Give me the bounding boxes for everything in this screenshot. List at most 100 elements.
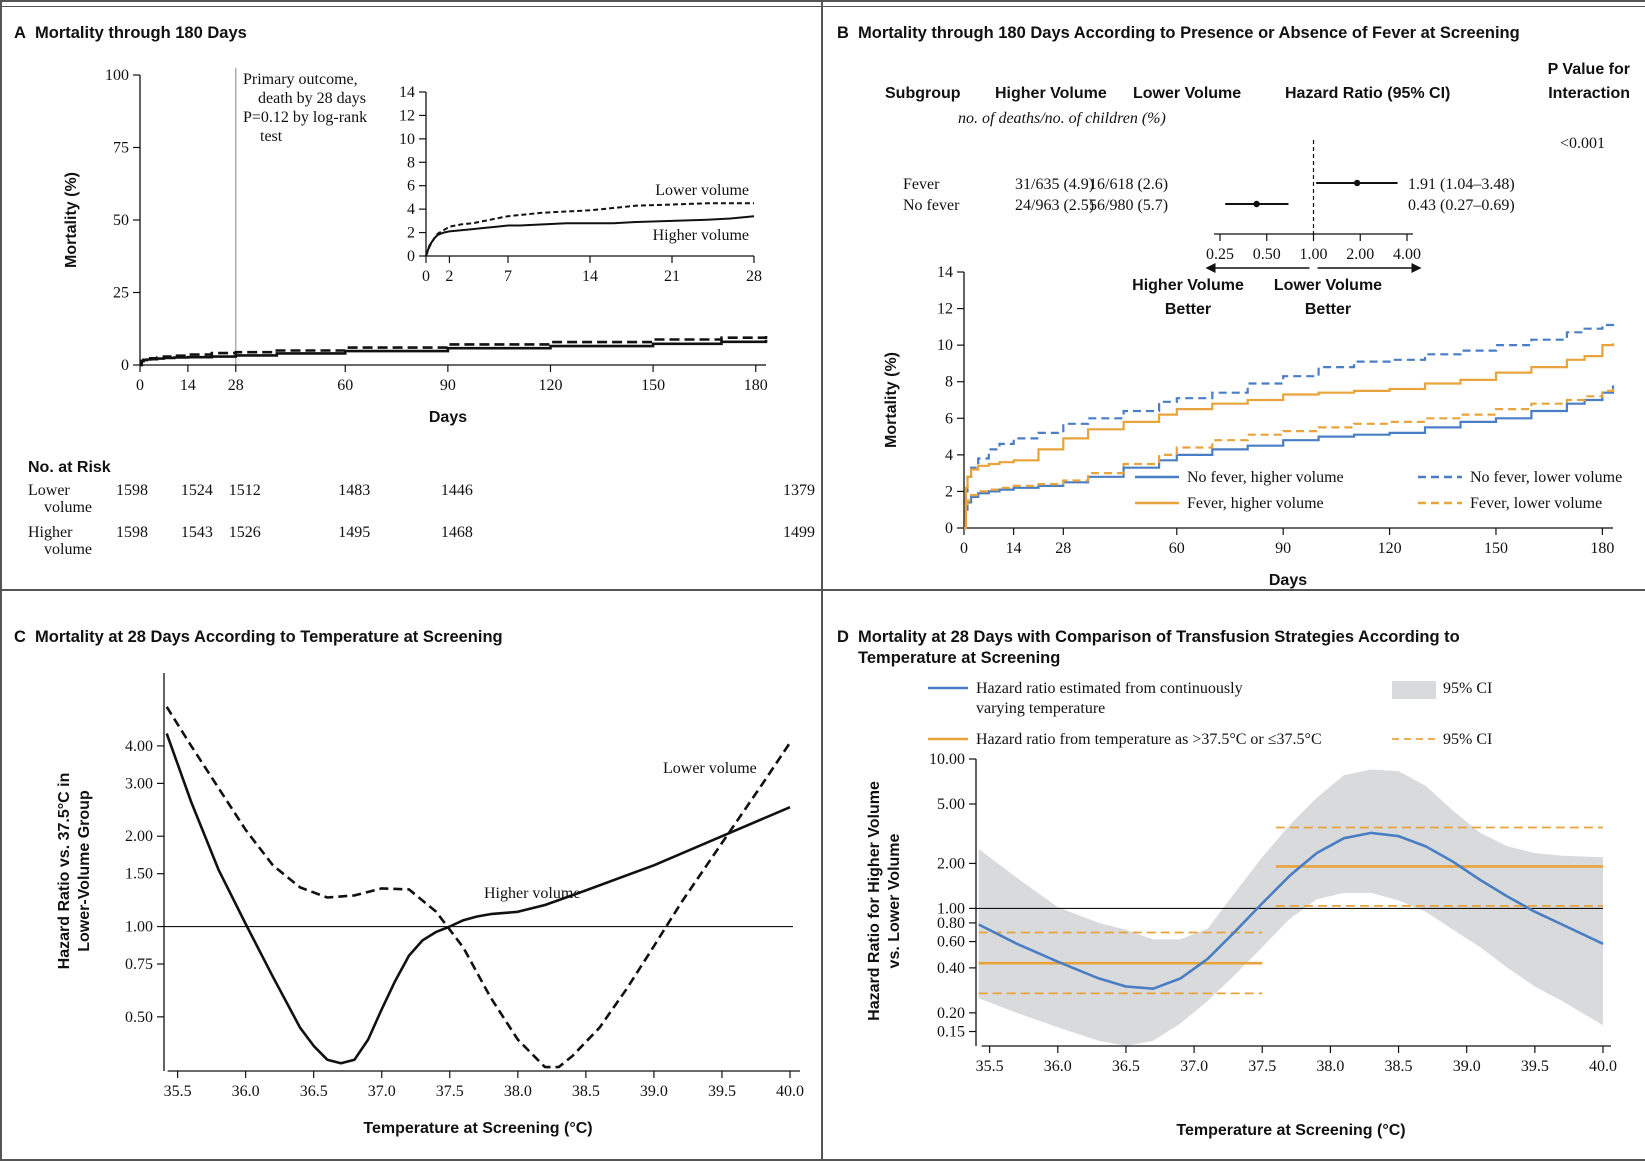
b-forest-higher-0: 31/635 (4.9) — [1015, 176, 1094, 193]
b-left-better-1: Higher Volume — [1132, 277, 1244, 294]
b-hdr-subgroup: Subgroup — [885, 85, 961, 102]
b-forest-x-tick-label-1: 0.50 — [1253, 246, 1281, 263]
b-series-line-3 — [964, 389, 1615, 530]
panel-b-title: Mortality through 180 Days According to … — [858, 24, 1520, 42]
d-y-label-1: vs. Lower Volume — [886, 833, 903, 968]
a-inset-y-tick-label-0: 0 — [407, 248, 415, 265]
b-left-better-2: Better — [1165, 301, 1211, 318]
a-y-tick-label-4: 100 — [105, 67, 129, 84]
c-x-tick-label-4: 37.5 — [436, 1083, 464, 1100]
a-at-risk-value-1-3: 1495 — [338, 524, 370, 541]
a-x-tick-label-0: 0 — [136, 377, 144, 394]
d-y-tick-label-2: 0.40 — [937, 960, 965, 977]
a-at-risk-row-label-1-1: volume — [44, 541, 92, 558]
b-hdr-sub: no. of deaths/no. of children (%) — [958, 110, 1166, 127]
b-forest-hr-text-0: 1.91 (1.04–3.48) — [1408, 176, 1515, 193]
c-series-label-lower: Lower volume — [663, 760, 757, 777]
a-at-risk-row-label-0-0: Lower — [28, 482, 70, 499]
b-p-interaction: <0.001 — [1560, 135, 1605, 152]
a-at-risk-title: No. at Risk — [28, 459, 111, 476]
c-y-tick-label-2: 1.00 — [125, 919, 153, 936]
panel-d-title-line1: Mortality at 28 Days with Comparison of … — [858, 628, 1460, 646]
b-y-tick-label-6: 12 — [937, 301, 953, 318]
c-x-label: Temperature at Screening (°C) — [363, 1120, 592, 1137]
a-inset-x-tick-label-5: 28 — [746, 268, 762, 285]
panel-a-chart: A Mortality through 180 Days 02550751000… — [14, 24, 815, 558]
b-x-tick-label-5: 120 — [1378, 540, 1402, 557]
d-y-tick-label-3: 0.60 — [937, 934, 965, 951]
d-series-line-0 — [978, 831, 1604, 990]
c-y-label-1: Lower-Volume Group — [76, 790, 93, 952]
c-y-label-0: Hazard Ratio vs. 37.5°C in — [56, 773, 73, 970]
b-y-tick-label-4: 8 — [945, 374, 953, 391]
b-forest-x-tick-label-4: 4.00 — [1393, 246, 1421, 263]
b-y-tick-label-3: 6 — [945, 410, 953, 427]
a-annotation-0: Primary outcome, — [243, 71, 358, 88]
b-right-better-1: Lower Volume — [1274, 277, 1382, 294]
b-legend-label-2: Fever, higher volume — [1187, 495, 1324, 512]
panel-a-letter: A — [14, 24, 26, 42]
b-x-tick-label-4: 90 — [1275, 540, 1291, 557]
d-legend-swatch-1 — [1392, 681, 1436, 699]
a-inset-x-tick-label-2: 7 — [504, 268, 512, 285]
b-forest-lower-1: 56/980 (5.7) — [1089, 197, 1168, 214]
a-y-tick-label-2: 50 — [113, 212, 129, 229]
a-at-risk-value-0-3: 1483 — [338, 482, 370, 499]
a-annotation-1: death by 28 days — [258, 90, 366, 107]
c-y-tick-label-4: 2.00 — [125, 828, 153, 845]
c-series-line-1 — [165, 706, 792, 1069]
a-inset-label-higher: Higher volume — [653, 227, 749, 244]
a-at-risk-value-0-1: 1524 — [181, 482, 213, 499]
panel-d: D Mortality at 28 Days with Comparison o… — [823, 591, 1645, 1161]
d-x-tick-label-1: 36.0 — [1044, 1058, 1072, 1075]
d-y-tick-label-1: 0.20 — [937, 1005, 965, 1022]
b-forest-point-1 — [1253, 200, 1260, 208]
panel-c-title: Mortality at 28 Days According to Temper… — [35, 628, 503, 646]
b-hdr-pval-1: P Value for — [1548, 61, 1630, 78]
d-y-tick-label-6: 2.00 — [937, 855, 965, 872]
panel-c-chart: C Mortality at 28 Days According to Temp… — [14, 628, 804, 1137]
b-arrow-left-head — [1205, 263, 1216, 273]
a-inset-x-tick-label-1: 2 — [445, 268, 453, 285]
d-y-tick-label-4: 0.80 — [937, 915, 965, 932]
d-x-tick-label-2: 36.5 — [1112, 1058, 1140, 1075]
a-series-line-0 — [140, 336, 768, 367]
a-at-risk-value-1-4: 1468 — [441, 524, 473, 541]
a-inset-y-tick-label-6: 12 — [399, 107, 415, 124]
c-x-tick-label-0: 35.5 — [164, 1083, 192, 1100]
a-inset-series-line-1 — [425, 215, 755, 257]
d-x-tick-label-4: 37.5 — [1248, 1058, 1276, 1075]
c-x-tick-label-3: 37.0 — [368, 1083, 396, 1100]
a-y-tick-label-1: 25 — [113, 285, 129, 302]
b-y-tick-label-0: 0 — [945, 520, 953, 537]
c-x-tick-label-8: 39.5 — [708, 1083, 736, 1100]
b-series-line-2 — [964, 343, 1615, 530]
d-x-tick-label-8: 39.5 — [1521, 1058, 1549, 1075]
a-at-risk-value-0-2: 1512 — [229, 482, 261, 499]
panel-a: A Mortality through 180 Days 0 25 50 75 100 0… — [0, 0, 822, 590]
a-annotation-2: P=0.12 by log-rank — [243, 109, 367, 126]
b-forest-higher-1: 24/963 (2.5) — [1015, 197, 1094, 214]
b-x-tick-label-7: 180 — [1590, 540, 1614, 557]
a-inset-y-tick-label-1: 2 — [407, 225, 415, 242]
b-legend-label-3: Fever, lower volume — [1470, 495, 1602, 512]
a-inset-y-tick-label-4: 8 — [407, 154, 415, 171]
a-inset-y-tick-label-3: 6 — [407, 178, 415, 195]
a-at-risk-value-1-1: 1543 — [181, 524, 213, 541]
a-x-tick-label-5: 120 — [538, 377, 562, 394]
d-x-tick-label-0: 35.5 — [976, 1058, 1004, 1075]
a-x-tick-label-7: 180 — [744, 377, 768, 394]
c-x-tick-label-2: 36.5 — [300, 1083, 328, 1100]
frame-middle-vertical — [821, 0, 823, 1161]
a-inset-y-tick-label-5: 10 — [399, 131, 415, 148]
b-forest-subgroup-0: Fever — [903, 176, 940, 193]
a-at-risk-value-1-0: 1598 — [116, 524, 148, 541]
b-y-tick-label-1: 2 — [945, 483, 953, 500]
d-x-tick-label-6: 38.5 — [1385, 1058, 1413, 1075]
d-x-tick-label-9: 40.0 — [1589, 1058, 1617, 1075]
b-forest-hr-text-1: 0.43 (0.27–0.69) — [1408, 197, 1515, 214]
b-hdr-hr: Hazard Ratio (95% CI) — [1285, 85, 1450, 102]
b-x-tick-label-0: 0 — [960, 540, 968, 557]
panel-a-title: Mortality through 180 Days — [35, 24, 247, 42]
